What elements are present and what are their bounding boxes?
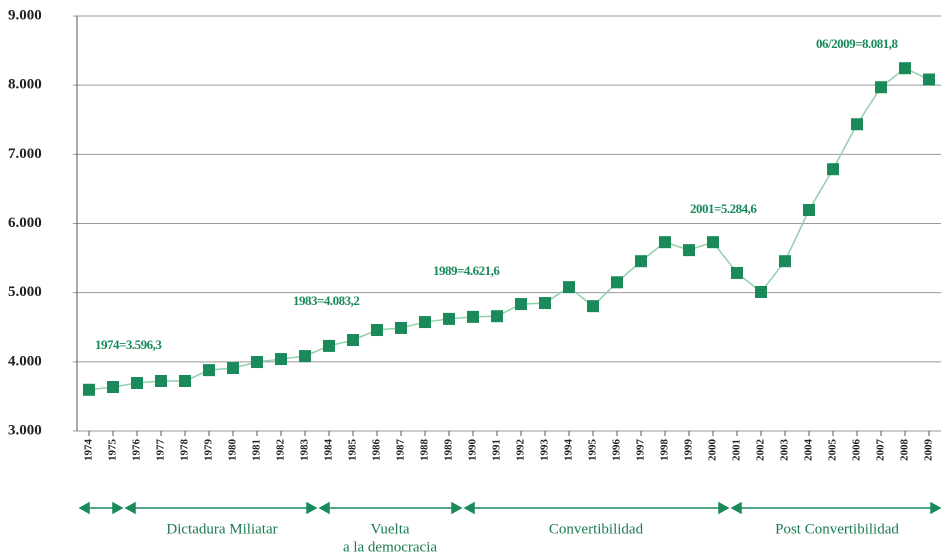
- point: [371, 324, 383, 337]
- point: [515, 298, 527, 311]
- x-tick-label: 1991: [491, 439, 503, 461]
- point: [275, 353, 287, 366]
- x-tick-label: 1993: [539, 439, 551, 462]
- point: [491, 310, 503, 323]
- x-tick-label: 1986: [371, 439, 383, 462]
- y-tick-label: 6.000: [8, 215, 42, 231]
- point: [155, 374, 167, 387]
- x-tick-label: 1979: [203, 439, 215, 462]
- x-tick-label: 1975: [107, 439, 119, 462]
- point: [707, 236, 719, 249]
- period-label: Post Convertibilidad: [775, 521, 899, 537]
- point: [323, 339, 335, 352]
- annotation: 1989=4.621,6: [433, 263, 500, 278]
- x-tick-label: 1999: [683, 439, 695, 462]
- point: [395, 321, 407, 334]
- point: [779, 255, 791, 268]
- x-tick-label: 2000: [707, 439, 719, 462]
- x-tick-label: 2002: [755, 439, 767, 462]
- x-tick-label: 1996: [611, 439, 623, 462]
- annotation: 1974=3.596,3: [95, 337, 162, 352]
- x-tick-label: 2008: [899, 439, 911, 462]
- x-tick-label: 1976: [131, 439, 143, 462]
- point: [203, 364, 215, 377]
- period-label: Vuelta: [370, 521, 409, 537]
- period-label: Convertibilidad: [549, 521, 644, 537]
- x-tick-label: 1980: [227, 439, 239, 462]
- point: [755, 285, 767, 298]
- point: [659, 236, 671, 249]
- point: [179, 374, 191, 387]
- x-tick-label: 1988: [419, 439, 431, 462]
- annotation: 2001=5.284,6: [690, 201, 757, 216]
- x-tick-label: 1983: [299, 439, 311, 462]
- annotation: 06/2009=8.081,8: [816, 36, 899, 51]
- point: [251, 356, 263, 369]
- x-tick-label: 2003: [779, 439, 791, 462]
- point: [899, 62, 911, 75]
- period-label: a la democracia: [343, 539, 437, 555]
- x-tick-label: 2005: [827, 439, 839, 462]
- point: [443, 312, 455, 325]
- x-tick-label: 2001: [731, 439, 743, 461]
- y-tick-label: 4.000: [8, 353, 42, 369]
- point: [875, 81, 887, 94]
- x-tick-label: 2004: [803, 439, 815, 462]
- point: [227, 362, 239, 375]
- x-tick-label: 1982: [275, 439, 287, 462]
- point: [131, 376, 143, 389]
- x-tick-label: 1974: [83, 439, 95, 462]
- annotation: 1983=4.083,2: [293, 293, 359, 308]
- point: [107, 381, 119, 394]
- x-tick-label: 1994: [563, 439, 575, 462]
- x-tick-label: 1977: [155, 439, 167, 462]
- y-tick-label: 8.000: [8, 77, 42, 93]
- point: [467, 310, 479, 323]
- point: [923, 73, 935, 86]
- point: [419, 316, 431, 329]
- point: [683, 244, 695, 257]
- period-label: Dictadura Miliatar: [166, 521, 277, 537]
- y-tick-label: 3.000: [8, 422, 42, 438]
- point: [731, 266, 743, 279]
- y-tick-label: 5.000: [8, 284, 42, 300]
- x-tick-label: 1987: [395, 439, 407, 462]
- x-tick-label: 1992: [515, 439, 527, 462]
- point: [827, 163, 839, 176]
- x-tick-label: 2009: [923, 439, 935, 462]
- y-tick-label: 7.000: [8, 146, 42, 162]
- point: [347, 334, 359, 347]
- y-tick-label: 9.000: [8, 7, 42, 23]
- period-arrows: [78, 501, 942, 515]
- point: [83, 383, 95, 396]
- x-tick-label: 1984: [323, 439, 335, 462]
- line: [88, 67, 930, 391]
- point: [851, 118, 863, 131]
- point: [539, 297, 551, 310]
- x-tick-label: 2007: [875, 439, 887, 462]
- point: [587, 300, 599, 313]
- x-tick-label: 2006: [851, 439, 863, 462]
- point: [563, 281, 575, 294]
- x-tick-label: 1997: [635, 439, 647, 462]
- point: [803, 204, 815, 217]
- x-tick-label: 1978: [179, 439, 191, 462]
- point: [299, 350, 311, 363]
- point: [611, 276, 623, 289]
- x-tick-label: 1995: [587, 439, 599, 462]
- x-tick-label: 1985: [347, 439, 359, 462]
- x-tick-label: 1998: [659, 439, 671, 462]
- x-tick-label: 1990: [467, 439, 479, 462]
- x-tick-label: 1981: [251, 439, 263, 461]
- x-tick-label: 1989: [443, 439, 455, 462]
- point: [635, 255, 647, 268]
